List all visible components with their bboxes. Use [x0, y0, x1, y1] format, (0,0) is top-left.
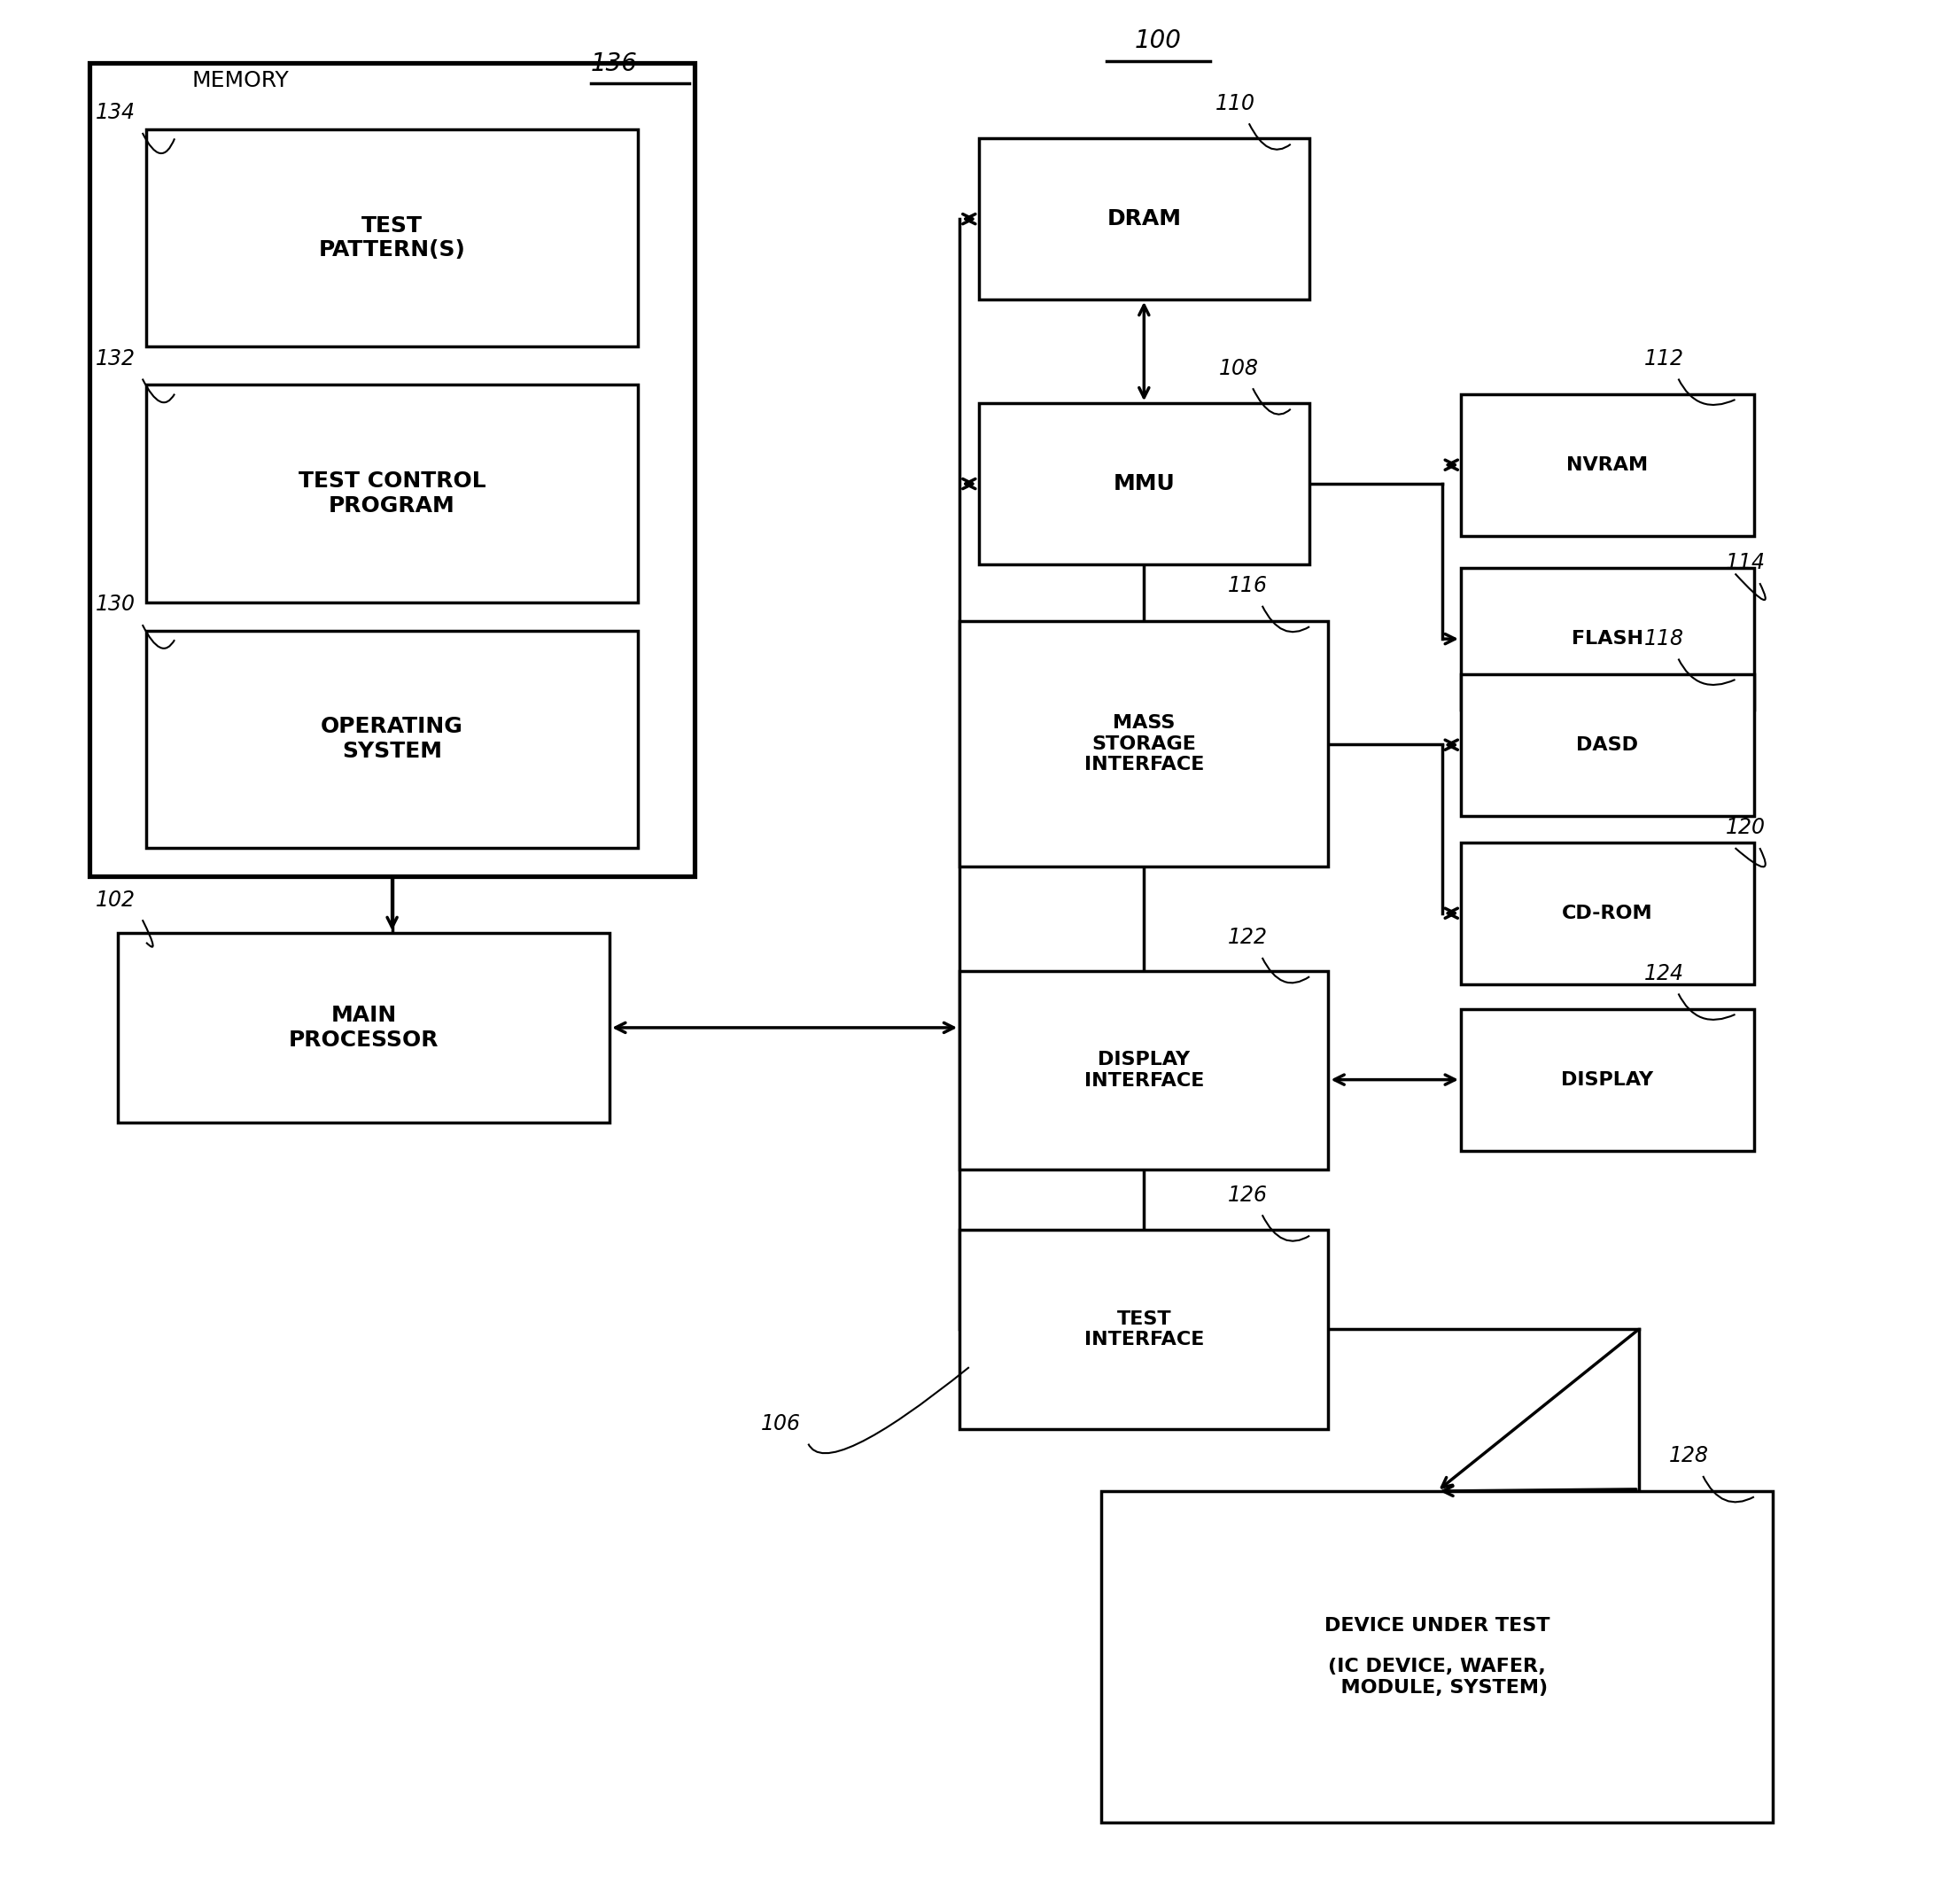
Text: MMU: MMU — [1114, 474, 1174, 495]
Text: TEST CONTROL
PROGRAM: TEST CONTROL PROGRAM — [297, 470, 485, 516]
Text: 112: 112 — [1644, 348, 1685, 369]
Bar — [1460, 1009, 1753, 1150]
Bar — [1102, 1491, 1773, 1822]
Text: CD-ROM: CD-ROM — [1562, 904, 1654, 922]
Text: 118: 118 — [1644, 628, 1685, 649]
Bar — [1460, 567, 1753, 710]
Text: TEST
INTERFACE: TEST INTERFACE — [1084, 1310, 1204, 1348]
Text: DISPLAY
INTERFACE: DISPLAY INTERFACE — [1084, 1051, 1204, 1089]
Text: DEVICE UNDER TEST

(IC DEVICE, WAFER,
  MODULE, SYSTEM): DEVICE UNDER TEST (IC DEVICE, WAFER, MOD… — [1325, 1616, 1550, 1696]
Text: DISPLAY: DISPLAY — [1562, 1070, 1654, 1089]
Text: 110: 110 — [1215, 93, 1254, 114]
Text: 128: 128 — [1669, 1445, 1708, 1466]
Bar — [147, 385, 638, 602]
Bar — [959, 971, 1329, 1169]
Text: DASD: DASD — [1577, 737, 1638, 754]
Text: 136: 136 — [591, 51, 638, 76]
Text: MAIN
PROCESSOR: MAIN PROCESSOR — [290, 1005, 438, 1051]
Text: 114: 114 — [1726, 552, 1765, 573]
Text: NVRAM: NVRAM — [1568, 457, 1648, 474]
Bar — [117, 933, 611, 1121]
Text: MASS
STORAGE
INTERFACE: MASS STORAGE INTERFACE — [1084, 714, 1204, 773]
Text: 116: 116 — [1229, 575, 1268, 596]
Text: MEMORY: MEMORY — [192, 70, 290, 91]
Bar — [90, 63, 695, 876]
Text: FLASH: FLASH — [1571, 630, 1644, 647]
Text: OPERATING
SYSTEM: OPERATING SYSTEM — [321, 716, 464, 762]
Bar — [978, 139, 1309, 299]
Text: TEST
PATTERN(S): TEST PATTERN(S) — [319, 215, 466, 261]
Text: 120: 120 — [1726, 817, 1765, 838]
Bar — [1460, 394, 1753, 535]
Text: 130: 130 — [96, 594, 135, 615]
Bar — [147, 630, 638, 847]
Text: 126: 126 — [1229, 1184, 1268, 1205]
Text: 106: 106 — [761, 1413, 800, 1434]
Text: 100: 100 — [1135, 29, 1182, 53]
Text: 134: 134 — [96, 103, 135, 124]
Bar — [959, 621, 1329, 866]
Bar — [1460, 842, 1753, 984]
Text: 132: 132 — [96, 348, 135, 369]
Text: 122: 122 — [1229, 927, 1268, 948]
Text: 102: 102 — [96, 889, 135, 910]
Text: DRAM: DRAM — [1108, 208, 1182, 230]
Bar — [1460, 674, 1753, 815]
Bar — [147, 129, 638, 347]
Bar — [959, 1230, 1329, 1428]
Bar — [978, 404, 1309, 564]
Text: 124: 124 — [1644, 963, 1685, 984]
Text: 108: 108 — [1219, 358, 1258, 379]
